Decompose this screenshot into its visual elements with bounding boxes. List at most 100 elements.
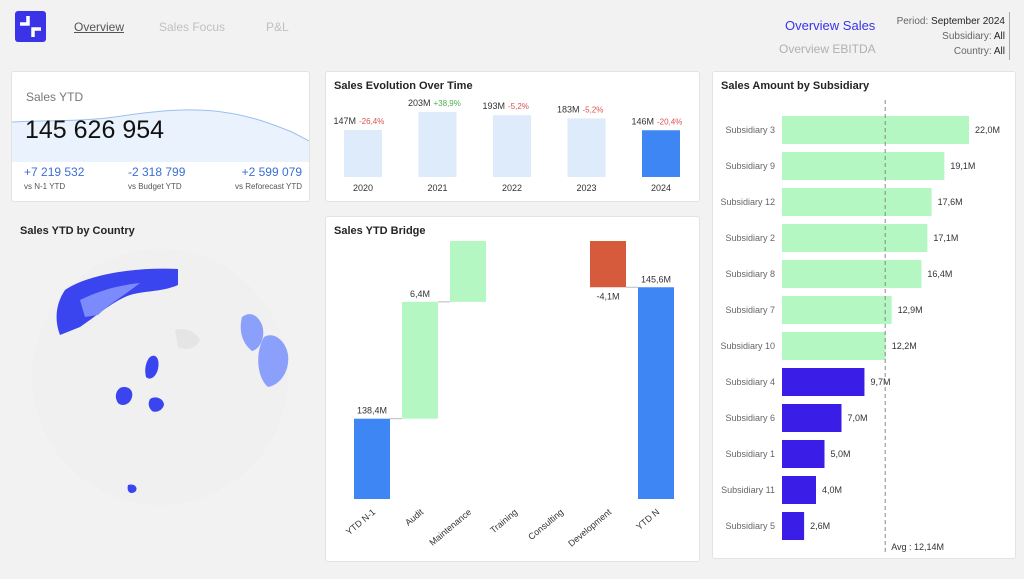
bridge-value-label: 6,4M xyxy=(410,289,430,299)
bridge-value-label: -4,1M xyxy=(596,291,619,301)
evolution-bar xyxy=(344,129,382,177)
sales-evolution-card: Sales Evolution Over Time 147M -26,4% 2020… xyxy=(325,71,700,202)
bridge-category-label: Maintenance xyxy=(427,507,473,548)
subsidiary-chart[interactable]: Subsidiary 3 22,0M Subsidiary 9 19,1M Subsid… xyxy=(713,92,1017,558)
subsidiary-value-label: 17,1M xyxy=(933,233,958,243)
subsidiary-value-label: 12,2M xyxy=(892,341,917,351)
subsidiary-title: Sales Amount by Subsidiary xyxy=(721,80,870,92)
tab-overview[interactable]: Overview xyxy=(74,20,125,34)
subsidiary-label: Subsidiary 2 xyxy=(725,233,775,243)
bridge-category-label: Consulting xyxy=(526,507,565,542)
kpi-delta-reforecast: +2 599 079 vs Reforecast YTD xyxy=(230,165,302,191)
kpi-delta-budget-label: vs Budget YTD xyxy=(128,182,182,191)
subsidiary-card: Sales Amount by Subsidiary Subsidiary 3 2… xyxy=(712,71,1016,559)
subsidiary-value-label: 4,0M xyxy=(822,485,842,495)
subsidiary-value-label: 2,6M xyxy=(810,521,830,531)
kpi-delta-reforecast-value: +2 599 079 xyxy=(241,165,302,179)
subsidiary-bar xyxy=(782,296,892,324)
evolution-year-label: 2023 xyxy=(576,183,596,193)
subsidiary-bar xyxy=(782,224,928,252)
subsidiary-bar xyxy=(782,368,865,396)
evolution-growth-label: +38,9% xyxy=(434,99,461,108)
filter-divider xyxy=(1009,12,1010,60)
subsidiary-label: Subsidiary 3 xyxy=(725,125,775,135)
subsidiary-bar xyxy=(782,476,816,504)
subsidiary-bar xyxy=(782,440,825,468)
subsidiary-bar xyxy=(782,512,805,540)
evolution-value-label: 146M xyxy=(631,116,654,126)
kpi-delta-n1-value: +7 219 532 xyxy=(24,165,85,179)
evolution-bar xyxy=(493,115,531,177)
subsidiary-bar xyxy=(782,116,969,144)
bridge-value-label: 138,4M xyxy=(357,406,387,416)
evolution-value-label: 203M xyxy=(408,98,431,108)
sales-bridge-title: Sales YTD Bridge xyxy=(334,225,426,237)
subsidiary-value-label: 17,6M xyxy=(938,197,963,207)
subsidiary-value-label: 9,7M xyxy=(870,377,890,387)
bridge-bar xyxy=(638,287,674,499)
evolution-year-label: 2021 xyxy=(427,183,447,193)
kpi-delta-budget-value: -2 318 799 xyxy=(128,165,186,179)
subsidiary-bar xyxy=(782,260,922,288)
subsidiary-label: Subsidiary 8 xyxy=(725,269,775,279)
kpi-delta-n1: +7 219 532 vs N-1 YTD xyxy=(24,165,104,191)
evolution-value-label: 183M xyxy=(557,104,580,114)
bridge-category-label: Training xyxy=(488,507,519,535)
subsidiary-label: Subsidiary 12 xyxy=(720,197,775,207)
evolution-growth-label: -20,4% xyxy=(657,117,682,126)
subsidiary-value-label: 12,9M xyxy=(898,305,923,315)
globe-map[interactable] xyxy=(10,245,310,545)
evolution-value-label: 193M xyxy=(482,101,505,111)
bridge-bar xyxy=(590,241,626,288)
bridge-bar xyxy=(402,301,438,419)
subsidiary-bar xyxy=(782,152,945,180)
bridge-category-label: Audit xyxy=(403,507,426,528)
bridge-bar xyxy=(450,241,486,302)
evolution-year-label: 2020 xyxy=(353,183,373,193)
kpi-card: Sales YTD 145 626 954 +7 219 532 vs N-1 … xyxy=(11,71,310,202)
average-label: Avg : 12,14M xyxy=(891,542,944,552)
bridge-category-label: YTD N xyxy=(634,507,661,532)
subsidiary-label: Subsidiary 5 xyxy=(725,521,775,531)
subsidiary-label: Subsidiary 6 xyxy=(725,413,775,423)
subsidiary-value-label: 22,0M xyxy=(975,125,1000,135)
subsidiary-bar xyxy=(782,332,886,360)
subsidiary-bar xyxy=(782,188,932,216)
filter-country[interactable]: Country: All xyxy=(953,46,1005,57)
subsidiary-label: Subsidiary 4 xyxy=(725,377,775,387)
overview-sales-link[interactable]: Overview Sales xyxy=(785,18,876,33)
evolution-growth-label: -5,2% xyxy=(508,102,529,111)
bridge-bar xyxy=(354,418,390,499)
tab-pnl[interactable]: P&L xyxy=(266,20,289,34)
filter-period[interactable]: Period: September 2024 xyxy=(896,16,1005,27)
bridge-value-label: 145,6M xyxy=(641,274,671,284)
subsidiary-bar xyxy=(782,404,842,432)
filter-panel: Period: September 2024 Subsidiary: All C… xyxy=(897,14,1005,59)
evolution-growth-label: -26,4% xyxy=(359,117,384,126)
subsidiary-label: Subsidiary 10 xyxy=(720,341,775,351)
overview-ebitda-link[interactable]: Overview EBITDA xyxy=(779,42,876,56)
evolution-bar xyxy=(642,130,680,177)
evolution-growth-label: -5,2% xyxy=(583,105,604,114)
logo-icon xyxy=(20,16,41,37)
sales-evolution-title: Sales Evolution Over Time xyxy=(334,80,473,92)
filter-subsidiary[interactable]: Subsidiary: All xyxy=(942,31,1005,42)
evolution-year-label: 2022 xyxy=(502,183,522,193)
subsidiary-label: Subsidiary 11 xyxy=(721,485,775,495)
subsidiary-label: Subsidiary 7 xyxy=(725,305,775,315)
app-logo[interactable] xyxy=(15,11,46,42)
map-title: Sales YTD by Country xyxy=(20,225,135,237)
subsidiary-value-label: 16,4M xyxy=(927,269,952,279)
subsidiary-value-label: 19,1M xyxy=(950,161,975,171)
bridge-category-label: YTD N-1 xyxy=(344,507,377,537)
evolution-bar xyxy=(418,112,457,177)
kpi-delta-reforecast-label: vs Reforecast YTD xyxy=(235,182,302,191)
evolution-year-label: 2024 xyxy=(651,183,671,193)
subsidiary-label: Subsidiary 1 xyxy=(725,449,775,459)
tab-sales-focus[interactable]: Sales Focus xyxy=(159,20,226,34)
kpi-delta-budget: -2 318 799 vs Budget YTD xyxy=(128,165,218,191)
kpi-sparkline xyxy=(12,109,309,162)
